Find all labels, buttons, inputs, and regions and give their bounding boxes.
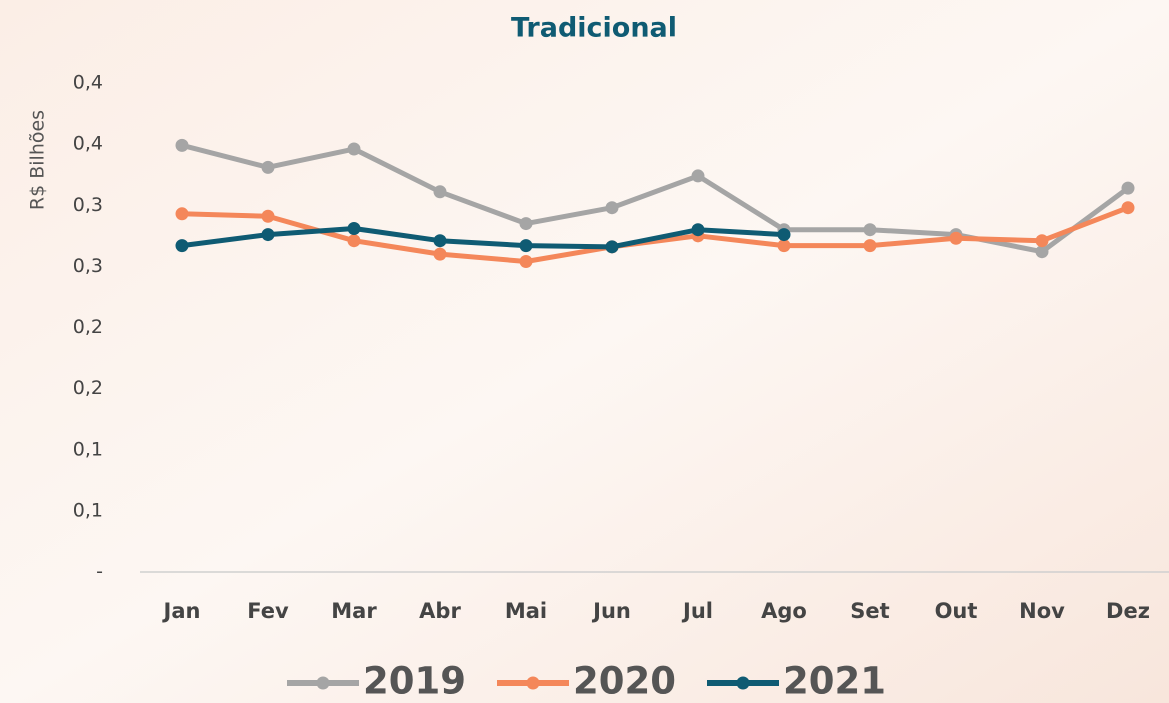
data-point — [692, 223, 705, 236]
x-tick-label: Dez — [1106, 599, 1150, 623]
x-tick-label: Abr — [419, 599, 461, 623]
legend-marker — [737, 677, 750, 690]
data-point — [434, 185, 447, 198]
data-point — [348, 222, 361, 235]
legend-label: 2019 — [363, 660, 466, 703]
y-tick-label: 0,4 — [73, 72, 103, 94]
data-point — [176, 239, 189, 252]
data-point — [1122, 201, 1135, 214]
data-point — [348, 143, 361, 156]
background — [0, 0, 1169, 703]
y-tick-label: 0,3 — [73, 194, 103, 216]
data-point — [1036, 234, 1049, 247]
data-point — [520, 239, 533, 252]
legend-marker — [317, 677, 330, 690]
x-tick-label: Nov — [1019, 599, 1065, 623]
data-point — [520, 217, 533, 230]
data-point — [864, 223, 877, 236]
data-point — [348, 234, 361, 247]
x-tick-label: Mai — [505, 599, 547, 623]
data-point — [262, 210, 275, 223]
chart: Tradicional R$ Bilhões - 0,1 0,1 0,2 0,2 0,3 0… — [0, 0, 1169, 703]
x-tick-label: Jun — [591, 599, 631, 623]
data-point — [864, 239, 877, 252]
y-tick-label: 0,4 — [73, 133, 103, 155]
data-point — [176, 139, 189, 152]
data-point — [262, 228, 275, 241]
y-tick-label: 0,2 — [73, 377, 103, 399]
data-point — [606, 201, 619, 214]
data-point — [778, 228, 791, 241]
data-point — [692, 169, 705, 182]
y-tick-label: 0,3 — [73, 255, 103, 277]
data-point — [950, 232, 963, 245]
data-point — [434, 248, 447, 261]
data-point — [434, 234, 447, 247]
legend-label: 2020 — [573, 660, 676, 703]
x-tick-label: Out — [935, 599, 978, 623]
x-tick-label: Jan — [162, 599, 201, 623]
x-tick-label: Jul — [681, 599, 713, 623]
x-tick-label: Set — [850, 599, 889, 623]
y-axis-label: R$ Bilhões — [27, 110, 49, 210]
y-tick-label: - — [96, 561, 103, 583]
data-point — [520, 255, 533, 268]
y-tick-label: 0,1 — [73, 499, 103, 521]
data-point — [1122, 182, 1135, 195]
chart-title: Tradicional — [511, 13, 677, 44]
y-tick-label: 0,2 — [73, 316, 103, 338]
page: Tradicional R$ Bilhões - 0,1 0,1 0,2 0,2 0,3 0… — [0, 0, 1169, 703]
data-point — [606, 240, 619, 253]
data-point — [176, 207, 189, 220]
x-tick-label: Mar — [331, 599, 377, 623]
legend-marker — [527, 677, 540, 690]
x-tick-label: Fev — [247, 599, 289, 623]
x-tick-label: Ago — [761, 599, 807, 623]
data-point — [262, 161, 275, 174]
y-tick-label: 0,1 — [73, 438, 103, 460]
legend-label: 2021 — [783, 660, 886, 703]
